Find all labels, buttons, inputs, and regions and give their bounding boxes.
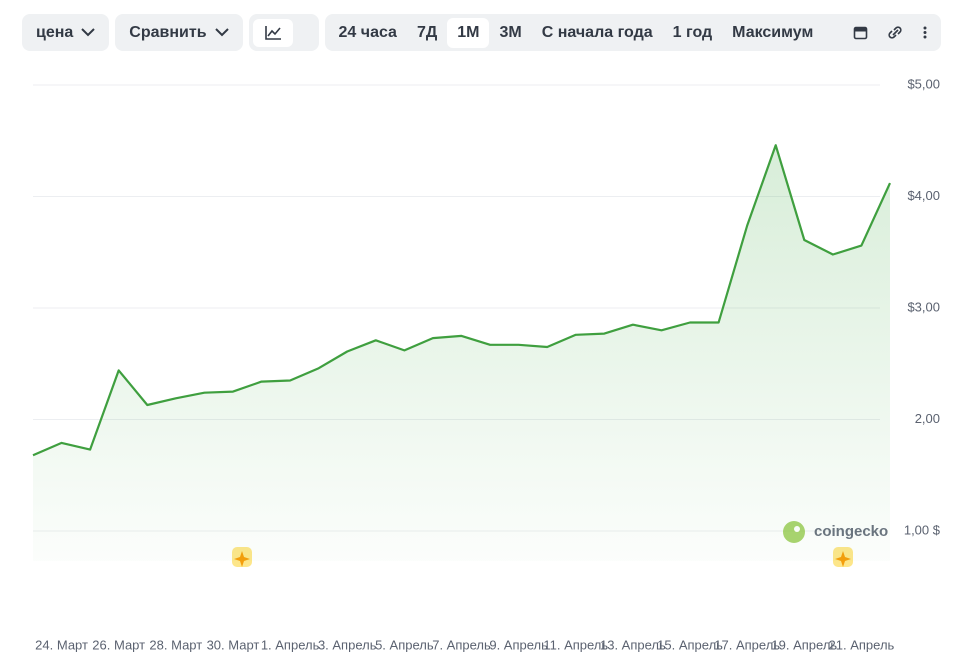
- metric-label: цена: [36, 23, 74, 41]
- chart-type-group: [248, 14, 319, 51]
- x-tick-label: 1. Апрель: [261, 637, 320, 652]
- line-chart-button[interactable]: [252, 18, 293, 47]
- price-line: [32, 144, 892, 457]
- x-tick-label: 26. Март: [92, 637, 145, 652]
- period-button[interactable]: 1М: [447, 17, 490, 48]
- area-fill: [33, 145, 890, 561]
- chevron: [81, 28, 96, 37]
- series: [32, 144, 892, 561]
- metric-button[interactable]: цена: [26, 18, 105, 48]
- chevron: [214, 28, 229, 37]
- y-tick-label: $3,00: [907, 299, 940, 314]
- x-tick-label: 11. Апрель: [543, 637, 608, 652]
- x-tick-label: 24. Март: [35, 637, 88, 652]
- metric-group: цена: [22, 14, 110, 51]
- calendar-icon: [853, 26, 867, 40]
- y-tick-label: 2,00: [915, 411, 940, 426]
- x-tick-label: 15. Апрель: [657, 637, 723, 652]
- y-tick-label: $4,00: [907, 188, 940, 203]
- x-tick-label: 13. Апрель: [600, 637, 666, 652]
- period-button[interactable]: 3М: [499, 23, 522, 41]
- compare-group: Сравнить: [115, 14, 243, 51]
- more-button[interactable]: [913, 19, 937, 46]
- x-tick-label: 30. Март: [207, 637, 260, 652]
- toolbar: цена Сравнить 24 часа 7Д 1М 3М С начала года…: [22, 14, 941, 51]
- y-tick-label: 1,00 $: [904, 522, 941, 537]
- link-icon: [887, 26, 902, 39]
- compare-button[interactable]: Сравнить: [119, 18, 238, 48]
- x-tick-label: 19. Апрель: [771, 637, 837, 652]
- tool-icons: [844, 19, 937, 46]
- period-button[interactable]: 1 год: [672, 23, 713, 41]
- period-slot: 24 часа 7Д 1М 3М С начала года 1 год Максимум: [329, 17, 824, 48]
- link-button[interactable]: [877, 19, 913, 46]
- y-tick-label: $5,00: [907, 76, 940, 91]
- period-button[interactable]: Максимум: [732, 23, 814, 41]
- x-tick-label: 9. Апрель: [489, 637, 548, 652]
- period-button[interactable]: 24 часа: [338, 23, 397, 41]
- calendar-button[interactable]: [844, 19, 877, 46]
- period-group: 24 часа 7Д 1М 3М С начала года 1 год Максимум: [324, 14, 941, 51]
- x-tick-label: 3. Апрель: [318, 637, 377, 652]
- x-tick-label: 21. Апрель: [829, 637, 895, 652]
- x-tick-label: 28. Март: [149, 637, 202, 652]
- more-icon: [923, 26, 927, 39]
- line-chart-icon: [264, 25, 281, 40]
- x-tick-label: 7. Апрель: [432, 637, 491, 652]
- x-tick-label: 17. Апрель: [714, 637, 780, 652]
- period-button[interactable]: 7Д: [416, 23, 438, 41]
- compare-label: Сравнить: [129, 23, 207, 41]
- period-button[interactable]: С начала года: [541, 23, 653, 41]
- x-tick-label: 5. Апрель: [375, 637, 434, 652]
